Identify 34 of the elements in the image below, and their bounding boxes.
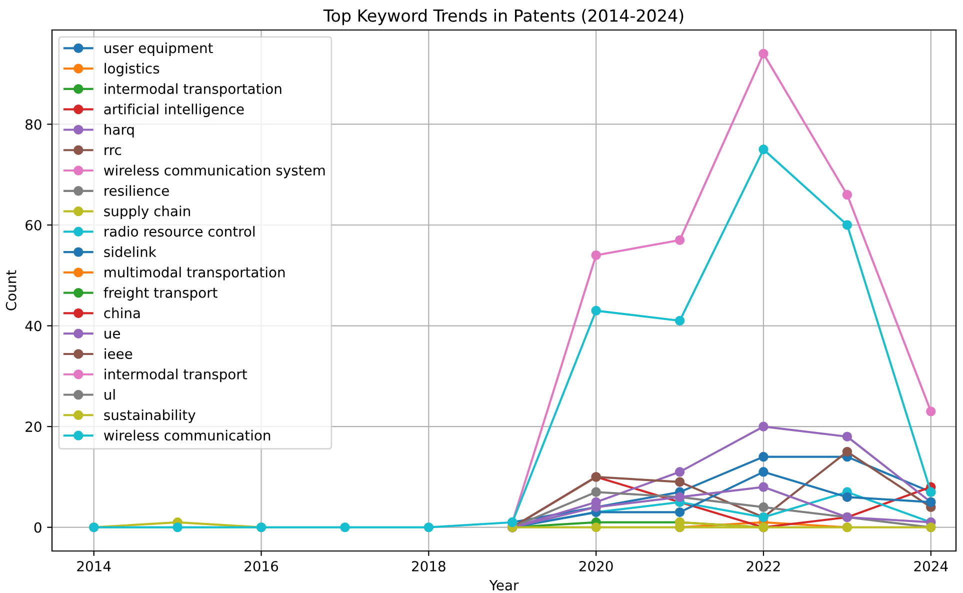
y-tick-label: 80 — [26, 119, 42, 130]
legend-label: wireless communication — [104, 430, 270, 441]
legend-label: resilience — [104, 185, 169, 196]
legend-label: wireless communication system — [104, 164, 325, 178]
legend-label: logistics — [104, 62, 160, 76]
legend-label: intermodal transport — [104, 368, 247, 382]
y-axis-title: Count — [6, 270, 16, 310]
legend-label: multimodal transportation — [104, 266, 285, 280]
legend-label: ieee — [104, 348, 132, 360]
y-tick-label: 0 — [34, 522, 42, 533]
legend-label: supply chain — [104, 206, 190, 220]
legend-label: rrc — [104, 147, 122, 156]
y-tick-label: 20 — [26, 422, 42, 432]
x-tick-label: 2022 — [746, 560, 780, 572]
legend-label: user equipment — [104, 42, 213, 56]
legend-label: harq — [104, 124, 134, 138]
legend-label: radio resource control — [104, 226, 255, 237]
legend-label: sidelink — [104, 246, 156, 258]
x-axis-title: Year — [489, 580, 519, 590]
x-tick-label: 2024 — [914, 560, 948, 572]
legend-label: ue — [104, 330, 120, 339]
x-tick-label: 2016 — [244, 560, 278, 572]
y-tick-label: 60 — [26, 220, 42, 230]
legend-label: sustainability — [104, 409, 196, 423]
x-tick-label: 2018 — [412, 560, 446, 572]
chart-title: Top Keyword Trends in Patents (2014-2024) — [323, 9, 684, 26]
legend-label: artificial intelligence — [104, 104, 244, 118]
legend-label: freight transport — [104, 287, 218, 301]
legend-label: intermodal transportation — [104, 83, 282, 97]
y-tick-label: 40 — [25, 320, 42, 332]
x-tick-label: 2014 — [77, 560, 111, 572]
legend-label: ul — [104, 389, 115, 400]
legend-label: china — [104, 308, 140, 318]
x-tick-label: 2020 — [579, 560, 613, 572]
